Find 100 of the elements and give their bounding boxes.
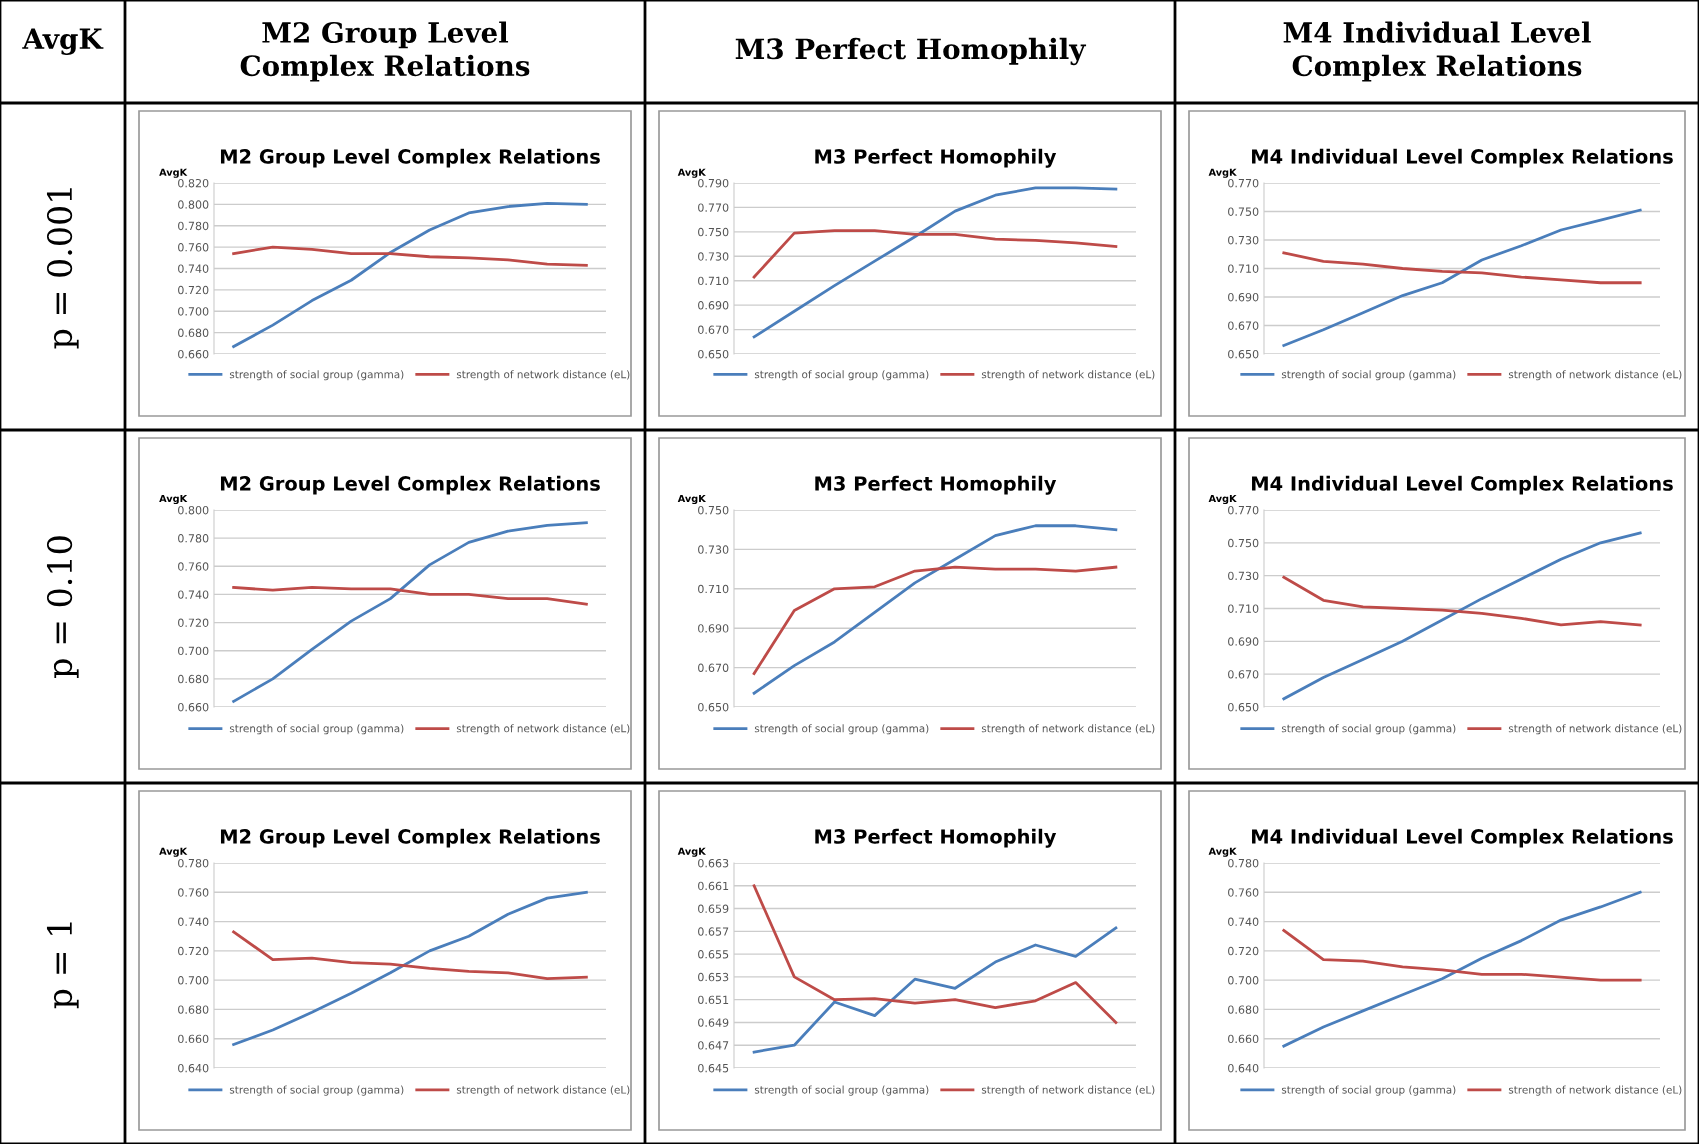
y-tick-label: 0.800 — [178, 505, 209, 515]
y-axis-title: AvgK — [159, 847, 188, 857]
y-tick-label: 0.750 — [1228, 207, 1259, 216]
y-tick-label: 0.661 — [698, 881, 729, 891]
y-tick-label: 0.780 — [1228, 858, 1259, 868]
legend-label: strength of network distance (eL) — [1508, 1085, 1682, 1096]
y-tick-label: 0.750 — [1228, 538, 1259, 548]
y-tick-label: 0.740 — [178, 264, 209, 273]
y-tick-label: 0.680 — [178, 1005, 209, 1014]
y-tick-label: 0.700 — [1228, 976, 1259, 985]
y-tick-label: 0.720 — [178, 946, 209, 956]
chart-title: M3 Perfect Homophily — [815, 828, 1057, 848]
y-axis-title: AvgK — [1208, 847, 1237, 857]
y-tick-label: 0.680 — [178, 328, 209, 337]
line-series — [232, 930, 588, 981]
line-series — [232, 245, 588, 267]
y-tick-label: 0.760 — [178, 888, 209, 897]
line-series — [232, 586, 588, 606]
line-series — [1282, 251, 1642, 285]
y-tick-label: 0.653 — [698, 972, 729, 982]
y-tick-label: 0.690 — [698, 624, 729, 633]
y-tick-label: 0.710 — [1228, 604, 1259, 613]
line-series — [232, 521, 588, 703]
y-tick-label: 0.750 — [698, 227, 729, 237]
y-tick-label: 0.663 — [698, 858, 729, 868]
y-tick-label: 0.770 — [1228, 505, 1259, 515]
y-tick-label: 0.640 — [1228, 1063, 1259, 1073]
line-series — [752, 565, 1118, 675]
y-tick-label: 0.710 — [698, 584, 729, 594]
legend-label: strength of social group (gamma) — [754, 1085, 929, 1096]
y-tick-label: 0.670 — [698, 325, 729, 334]
y-tick-label: 0.720 — [1228, 946, 1259, 956]
y-tick-label: 0.670 — [1228, 670, 1259, 679]
line-series — [232, 890, 588, 1046]
y-tick-label: 0.649 — [698, 1018, 729, 1027]
legend-label: strength of network distance (eL) — [456, 370, 630, 381]
y-tick-label: 0.740 — [178, 917, 209, 926]
chart-title: M2 Group Level Complex Relations — [220, 148, 600, 168]
line-series — [1282, 208, 1642, 347]
y-tick-label: 0.820 — [178, 178, 209, 188]
y-tick-label: 0.720 — [178, 285, 209, 295]
y-tick-label: 0.780 — [178, 534, 209, 543]
y-tick-label: 0.647 — [698, 1041, 729, 1050]
y-tick-label: 0.750 — [698, 505, 729, 515]
y-tick-label: 0.650 — [1228, 349, 1259, 359]
line-series — [1282, 890, 1642, 1048]
chart-title: M2 Group Level Complex Relations — [220, 475, 600, 495]
y-tick-label: 0.690 — [1228, 637, 1259, 646]
y-tick-label: 0.800 — [178, 200, 209, 209]
y-tick-label: 0.700 — [178, 976, 209, 985]
line-series — [232, 201, 588, 348]
y-tick-label: 0.710 — [1228, 264, 1259, 273]
y-tick-label: 0.700 — [178, 307, 209, 316]
legend-label: strength of network distance (eL) — [981, 1085, 1155, 1096]
chart-title: M4 Individual Level Complex Relations — [1252, 475, 1673, 495]
legend-label: strength of social group (gamma) — [1281, 1085, 1456, 1096]
text: p = 0.001 — [46, 188, 79, 349]
legend-label: strength of network distance (eL) — [456, 1085, 630, 1096]
text: M4 Individual Level Complex Relations — [1283, 21, 1591, 82]
y-tick-label: 0.651 — [698, 995, 729, 1005]
text: M3 Perfect Homophily — [735, 37, 1087, 66]
legend-label: strength of social group (gamma) — [754, 724, 929, 735]
y-tick-label: 0.730 — [698, 545, 729, 554]
y-tick-label: 0.730 — [1228, 571, 1259, 581]
y-tick-label: 0.740 — [178, 590, 209, 599]
y-tick-label: 0.770 — [1228, 178, 1259, 188]
y-axis-title: AvgK — [159, 494, 188, 505]
y-tick-label: 0.760 — [178, 243, 209, 252]
y-tick-label: 0.740 — [1228, 917, 1259, 926]
line-series — [752, 186, 1118, 339]
y-tick-label: 0.710 — [698, 276, 729, 286]
y-tick-label: 0.640 — [178, 1063, 209, 1073]
line-series — [752, 524, 1118, 695]
legend-label: strength of social group (gamma) — [229, 370, 404, 381]
y-axis-title: AvgK — [1208, 494, 1237, 505]
text: p = 0.10 — [46, 536, 79, 678]
y-tick-label: 0.790 — [698, 178, 729, 188]
y-tick-label: 0.660 — [178, 349, 209, 359]
y-tick-label: 0.760 — [178, 562, 209, 571]
y-tick-label: 0.645 — [698, 1063, 729, 1073]
y-tick-label: 0.730 — [698, 252, 729, 261]
chart-title: M2 Group Level Complex Relations — [220, 828, 600, 848]
y-axis-title: AvgK — [1208, 168, 1237, 178]
legend-label: strength of network distance (eL) — [981, 370, 1155, 381]
legend-label: strength of social group (gamma) — [229, 1085, 404, 1096]
y-axis-title: AvgK — [159, 168, 188, 178]
chart-title: M4 Individual Level Complex Relations — [1252, 148, 1673, 168]
y-tick-label: 0.780 — [178, 221, 209, 231]
y-tick-label: 0.690 — [698, 301, 729, 310]
y-tick-label: 0.680 — [1228, 1005, 1259, 1014]
legend-label: strength of social group (gamma) — [754, 370, 929, 381]
y-axis-title: AvgK — [677, 847, 707, 857]
line-series — [1282, 575, 1642, 627]
legend-label: strength of network distance (eL) — [1508, 370, 1682, 381]
chart-title: M3 Perfect Homophily — [815, 475, 1057, 495]
y-tick-label: 0.650 — [1228, 702, 1259, 712]
y-tick-label: 0.670 — [1228, 321, 1259, 330]
line-series — [752, 229, 1118, 279]
legend-label: strength of network distance (eL) — [1508, 724, 1682, 735]
y-tick-label: 0.660 — [178, 702, 209, 712]
